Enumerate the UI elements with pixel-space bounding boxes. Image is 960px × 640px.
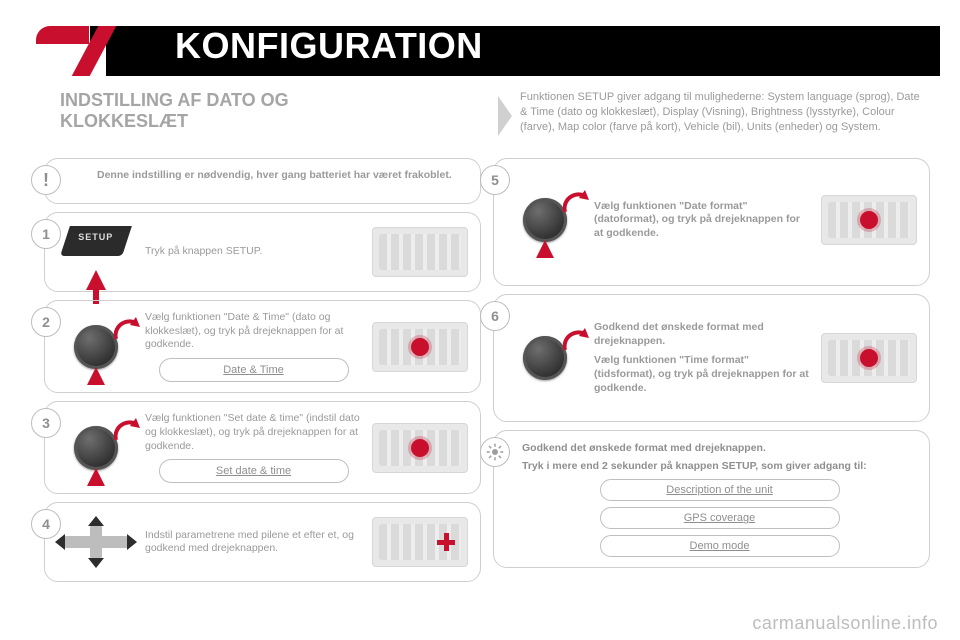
tip-pill-1: Description of the unit bbox=[600, 479, 840, 501]
step-1: 1 SETUP Tryk på knappen SETUP. bbox=[44, 212, 481, 292]
setup-button-icon: SETUP bbox=[57, 223, 135, 281]
step-6-badge: 6 bbox=[480, 301, 510, 331]
step-6-knob-icon bbox=[506, 329, 584, 387]
tip-pill-2: GPS coverage bbox=[600, 507, 840, 529]
subheader-right: Funktionen SETUP giver adgang til muligh… bbox=[520, 90, 930, 135]
step-3-text-inner: Vælg funktionen "Set date & time" (indst… bbox=[145, 412, 362, 453]
step-3-pill: Set date & time bbox=[159, 459, 349, 483]
section-number: 09 bbox=[110, 25, 155, 70]
step-4-text: Indstil parametrene med pilene et efter … bbox=[145, 529, 362, 556]
alert-icon: ! bbox=[31, 165, 61, 195]
step-3-knob-icon bbox=[57, 419, 135, 477]
rotate-arrow-icon bbox=[563, 328, 589, 354]
step-5-thumb bbox=[821, 195, 917, 245]
page-title: KONFIGURATION bbox=[175, 25, 483, 67]
step-2-thumb bbox=[372, 322, 468, 372]
step-5-badge: 5 bbox=[480, 165, 510, 195]
step-6-thumb bbox=[821, 333, 917, 383]
step-4-row: Indstil parametrene med pilene et efter … bbox=[57, 513, 468, 571]
step-1-text: Tryk på knappen SETUP. bbox=[145, 245, 362, 259]
page: 09 KONFIGURATION INDSTILLING AF DATO OG … bbox=[0, 0, 960, 640]
step-5: 5 Vælg funktionen "Date format" (datofor… bbox=[493, 158, 930, 286]
step-3-thumb bbox=[372, 423, 468, 473]
right-column: 5 Vælg funktionen "Date format" (datofor… bbox=[493, 158, 930, 600]
step-5-text: Vælg funktionen "Date format" (datoforma… bbox=[594, 200, 811, 241]
tip-pill-3: Demo mode bbox=[600, 535, 840, 557]
step-5-row: Vælg funktionen "Date format" (datoforma… bbox=[506, 191, 917, 249]
arrow-up-icon bbox=[86, 270, 106, 290]
subheader-left-line1: INDSTILLING AF DATO OG bbox=[60, 90, 500, 111]
step-1-thumb bbox=[372, 227, 468, 277]
step-3-text: Vælg funktionen "Set date & time" (indst… bbox=[145, 412, 362, 483]
step-6-text: Godkend det ønskede format med drejeknap… bbox=[594, 321, 811, 395]
setup-button-label: SETUP bbox=[78, 232, 113, 242]
subheader-left-line2: KLOKKESLÆT bbox=[60, 111, 500, 132]
tip-box: Godkend det ønskede format med drejeknap… bbox=[493, 430, 930, 568]
step-2: 2 Vælg funktionen "Date & Time" (dato og… bbox=[44, 300, 481, 393]
step-6: 6 Godkend det ønskede format med drejekn… bbox=[493, 294, 930, 422]
alert-text: Denne indstilling er nødvendig, hver gan… bbox=[97, 169, 468, 183]
tip-line2: Tryk i mere end 2 sekunder på knappen SE… bbox=[522, 459, 917, 473]
watermark: carmanualsonline.info bbox=[752, 613, 938, 634]
rotate-arrow-icon bbox=[114, 317, 140, 343]
step-4-thumb bbox=[372, 517, 468, 567]
subheader: INDSTILLING AF DATO OG KLOKKESLÆT Funkti… bbox=[60, 90, 930, 135]
subheader-left: INDSTILLING AF DATO OG KLOKKESLÆT bbox=[60, 90, 500, 135]
step-6-text2: Vælg funktionen "Time format" (tidsforma… bbox=[594, 354, 811, 395]
left-column: ! Denne indstilling er nødvendig, hver g… bbox=[44, 158, 481, 600]
step-4: 4 Indstil parametrene med pilene et efte… bbox=[44, 502, 481, 582]
content-columns: ! Denne indstilling er nødvendig, hver g… bbox=[44, 158, 930, 600]
step-2-row: Vælg funktionen "Date & Time" (dato og k… bbox=[57, 311, 468, 382]
step-1-row: SETUP Tryk på knappen SETUP. bbox=[57, 223, 468, 281]
step-2-text-inner: Vælg funktionen "Date & Time" (dato og k… bbox=[145, 311, 362, 352]
tip-icon bbox=[480, 437, 510, 467]
step-2-text: Vælg funktionen "Date & Time" (dato og k… bbox=[145, 311, 362, 382]
step-6-row: Godkend det ønskede format med drejeknap… bbox=[506, 321, 917, 395]
step-6-text1: Godkend det ønskede format med drejeknap… bbox=[594, 321, 811, 348]
header-accent bbox=[36, 26, 89, 44]
step-3-row: Vælg funktionen "Set date & time" (indst… bbox=[57, 412, 468, 483]
step-2-badge: 2 bbox=[31, 307, 61, 337]
step-2-pill: Date & Time bbox=[159, 358, 349, 382]
tip-line1: Godkend det ønskede format med drejeknap… bbox=[522, 441, 917, 455]
alert-box: ! Denne indstilling er nødvendig, hver g… bbox=[44, 158, 481, 204]
step-5-knob-icon bbox=[506, 191, 584, 249]
step-2-knob-icon bbox=[57, 318, 135, 376]
step-1-badge: 1 bbox=[31, 219, 61, 249]
rotate-arrow-icon bbox=[114, 418, 140, 444]
step-3: 3 Vælg funktionen "Set date & time" (ind… bbox=[44, 401, 481, 494]
dpad-icon bbox=[57, 513, 135, 571]
rotate-arrow-icon bbox=[563, 190, 589, 216]
